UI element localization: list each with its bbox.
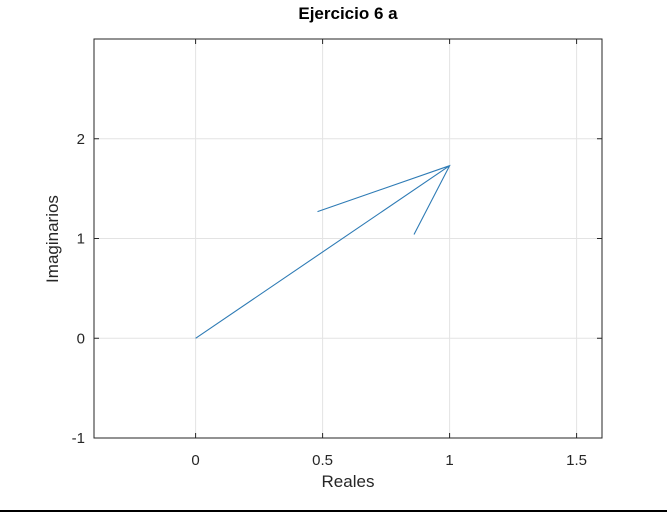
- x-tick-label: 1: [445, 452, 453, 469]
- y-axis-label: Imaginarios: [43, 195, 62, 283]
- plot-series: [195, 164, 451, 339]
- y-tick-label: 1: [77, 231, 85, 248]
- x-tick-label: 0.5: [312, 452, 333, 469]
- y-tick-label: -1: [72, 430, 85, 447]
- chart-title: Ejercicio 6 a: [298, 4, 398, 23]
- y-tick-label: 2: [77, 131, 85, 148]
- y-tick-label: 0: [77, 330, 85, 347]
- bottom-rule: [0, 510, 667, 512]
- x-tick-labels: 0 0.5 1 1.5: [191, 452, 587, 469]
- x-tick-label: 0: [191, 452, 199, 469]
- series-line: [195, 164, 451, 339]
- axis-ticks: [94, 39, 602, 439]
- x-axis-label: Reales: [322, 472, 375, 491]
- y-tick-labels: -1 0 1 2: [72, 131, 85, 447]
- x-tick-label: 1.5: [566, 452, 587, 469]
